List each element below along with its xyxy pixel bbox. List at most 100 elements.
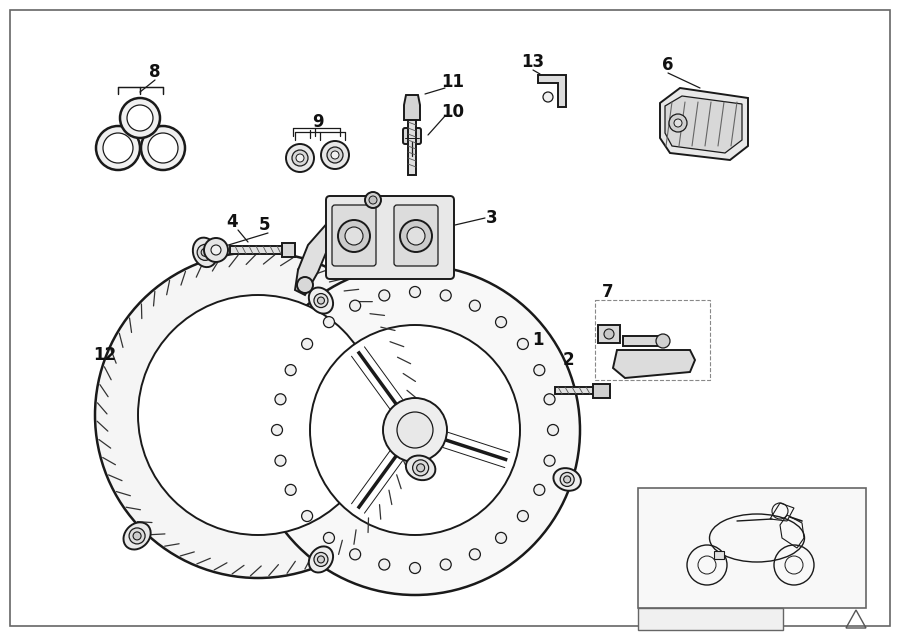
Bar	[595, 300, 710, 380]
Circle shape	[534, 364, 544, 376]
Circle shape	[604, 329, 614, 339]
Circle shape	[129, 528, 145, 544]
Bar	[714, 551, 724, 559]
Circle shape	[297, 277, 313, 293]
Circle shape	[543, 92, 553, 102]
Circle shape	[275, 455, 286, 466]
Circle shape	[563, 476, 571, 483]
Circle shape	[417, 464, 425, 472]
Ellipse shape	[193, 238, 218, 267]
Circle shape	[204, 238, 228, 262]
Circle shape	[314, 294, 328, 308]
Bar	[638, 608, 783, 630]
Circle shape	[470, 300, 481, 311]
Circle shape	[250, 265, 580, 595]
Circle shape	[412, 460, 428, 476]
Ellipse shape	[123, 522, 150, 550]
Circle shape	[365, 192, 381, 208]
Text: 6: 6	[662, 56, 674, 74]
Circle shape	[197, 244, 213, 260]
Polygon shape	[660, 88, 748, 160]
Circle shape	[397, 412, 433, 448]
Circle shape	[345, 227, 363, 245]
Circle shape	[133, 532, 141, 540]
Circle shape	[272, 424, 283, 436]
Bar	[408, 120, 416, 175]
Ellipse shape	[309, 546, 333, 572]
Circle shape	[379, 559, 390, 570]
Circle shape	[286, 144, 314, 172]
Circle shape	[440, 559, 451, 570]
Circle shape	[314, 553, 328, 567]
Circle shape	[669, 114, 687, 132]
FancyBboxPatch shape	[403, 128, 421, 144]
Circle shape	[518, 511, 528, 522]
Circle shape	[400, 220, 432, 252]
Circle shape	[310, 325, 520, 535]
Text: 2: 2	[562, 351, 574, 369]
Bar	[638, 488, 866, 608]
Circle shape	[141, 126, 185, 170]
Circle shape	[383, 398, 447, 462]
Polygon shape	[593, 384, 610, 398]
Ellipse shape	[406, 455, 436, 480]
Ellipse shape	[554, 468, 580, 491]
Circle shape	[379, 290, 390, 301]
Text: 00133323: 00133323	[682, 614, 738, 624]
Circle shape	[534, 485, 544, 495]
Polygon shape	[295, 220, 340, 295]
Text: 8: 8	[149, 63, 161, 81]
Text: 3: 3	[486, 209, 498, 227]
Circle shape	[656, 334, 670, 348]
Text: 11: 11	[442, 73, 464, 91]
FancyBboxPatch shape	[326, 196, 454, 279]
Polygon shape	[613, 350, 695, 378]
Circle shape	[440, 290, 451, 301]
Circle shape	[547, 424, 559, 436]
Circle shape	[120, 98, 160, 138]
Circle shape	[296, 154, 304, 162]
Text: 13: 13	[521, 53, 544, 71]
Circle shape	[148, 133, 178, 163]
Circle shape	[96, 126, 140, 170]
Circle shape	[95, 252, 421, 578]
Circle shape	[302, 511, 312, 522]
Bar	[623, 336, 661, 346]
Circle shape	[103, 133, 133, 163]
FancyBboxPatch shape	[394, 205, 438, 266]
Circle shape	[674, 119, 682, 127]
Polygon shape	[665, 96, 742, 153]
Text: 4: 4	[226, 213, 238, 231]
Polygon shape	[404, 95, 420, 120]
Circle shape	[331, 151, 339, 159]
Circle shape	[285, 364, 296, 376]
Circle shape	[410, 286, 420, 298]
Circle shape	[518, 338, 528, 349]
Circle shape	[292, 150, 308, 166]
Circle shape	[560, 473, 574, 487]
FancyBboxPatch shape	[332, 205, 376, 266]
Circle shape	[369, 196, 377, 204]
Circle shape	[285, 485, 296, 495]
Circle shape	[211, 245, 221, 255]
Circle shape	[327, 147, 343, 163]
Circle shape	[138, 295, 378, 535]
Circle shape	[323, 532, 335, 543]
Text: 10: 10	[442, 103, 464, 121]
Circle shape	[407, 227, 425, 245]
Circle shape	[302, 338, 312, 349]
Circle shape	[349, 549, 361, 560]
Circle shape	[338, 220, 370, 252]
Bar	[598, 325, 620, 343]
Bar	[555, 387, 597, 394]
Circle shape	[410, 562, 420, 574]
Text: 5: 5	[259, 216, 271, 234]
Circle shape	[318, 556, 325, 563]
Text: 1: 1	[532, 331, 544, 349]
Ellipse shape	[309, 287, 333, 314]
Polygon shape	[538, 75, 566, 107]
Circle shape	[275, 394, 286, 404]
Circle shape	[470, 549, 481, 560]
Circle shape	[318, 297, 325, 304]
Circle shape	[127, 105, 153, 131]
